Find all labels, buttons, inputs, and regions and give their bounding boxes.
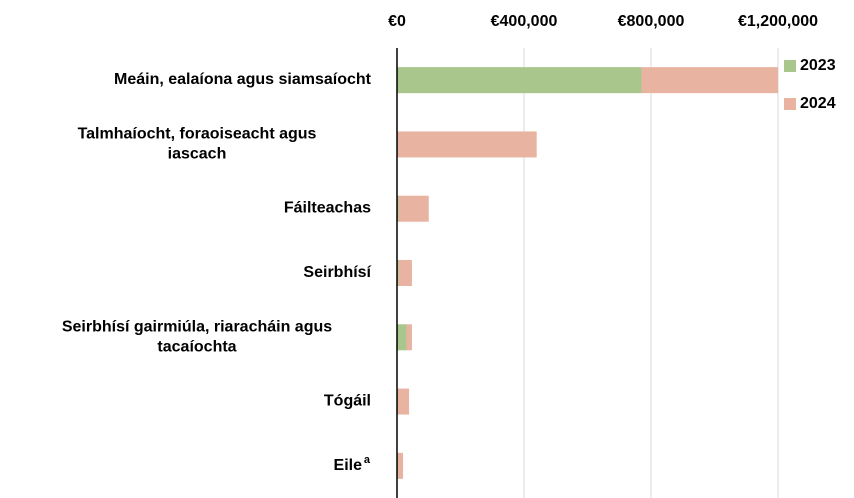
- bar-segment: [641, 67, 778, 94]
- category-label: Fáilteachas: [284, 200, 371, 217]
- category-label: Eile: [334, 457, 363, 474]
- bar-segment: [397, 195, 399, 222]
- category-label-line: Meáin, ealaíona agus siamsaíocht: [114, 71, 372, 88]
- footnote-mark: a: [364, 454, 371, 466]
- bar-segment: [397, 452, 404, 479]
- x-tick-label: €800,000: [618, 13, 685, 30]
- bar-segment: [397, 131, 537, 158]
- category-label-line: Fáilteachas: [284, 200, 371, 217]
- category-label: Talmhaíocht, foraoiseacht agus iascach: [78, 126, 317, 163]
- bar-segment: [398, 260, 412, 286]
- category-label-line: tacaíochta: [157, 339, 236, 356]
- x-tick-label: €400,000: [491, 13, 558, 30]
- category-label-line: iascach: [168, 146, 227, 163]
- legend-swatch: [784, 98, 796, 110]
- bar-segment: [398, 195, 429, 222]
- bar-segment: [397, 324, 407, 351]
- category-label-line: Seirbhísí: [303, 264, 371, 281]
- bar-segment: [406, 324, 412, 351]
- category-label: Seirbhísí gairmiúla, riaracháin agus taca…: [62, 319, 332, 356]
- x-tick-label: €0: [388, 13, 406, 30]
- category-label: Tógáil: [324, 393, 371, 410]
- legend-label: 2023: [800, 57, 836, 74]
- bar-segment: [397, 260, 399, 286]
- category-label-line: Seirbhísí gairmiúla, riaracháin agus: [62, 319, 332, 336]
- category-label: Meáin, ealaíona agus siamsaíocht: [114, 71, 372, 88]
- bar-segment: [397, 388, 410, 415]
- legend-swatch: [784, 60, 796, 72]
- bar-segment: [397, 67, 642, 94]
- legend-label: 2024: [800, 95, 836, 112]
- category-label-line: Tógáil: [324, 393, 371, 410]
- x-tick-label: €1,200,000: [738, 13, 818, 30]
- category-label-line: Talmhaíocht, foraoiseacht agus: [78, 126, 317, 143]
- category-label: Seirbhísí: [303, 264, 371, 281]
- category-label-line: Eile: [334, 457, 363, 474]
